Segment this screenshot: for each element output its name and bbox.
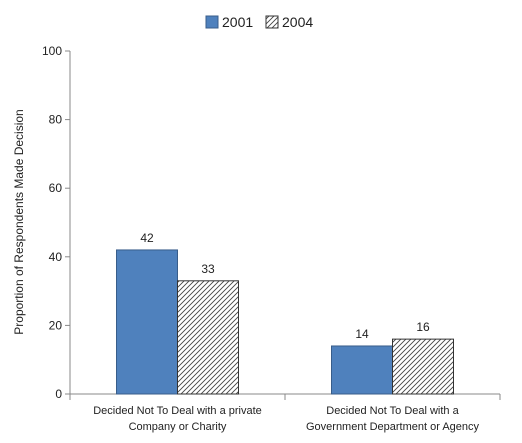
y-tick-label: 100: [42, 44, 62, 58]
y-axis-title: Proportion of Respondents Made Decision: [12, 109, 26, 334]
x-tick-label: Government Department or Agency: [306, 421, 480, 433]
legend-swatch: [265, 15, 279, 29]
legend-label: 2001: [222, 14, 253, 30]
y-tick-label: 60: [49, 181, 63, 195]
plot-area: 0 20 40 60 80 100 42 33 Decided Not To Deal with…: [42, 44, 501, 433]
y-tick-label: 20: [49, 318, 63, 332]
data-label: 33: [201, 262, 215, 276]
bar-2001: [116, 249, 178, 395]
x-tick-label: Decided Not To Deal with a: [326, 405, 459, 417]
legend: 2001 2004: [205, 14, 313, 30]
bar-2001: [331, 345, 393, 395]
data-label: 42: [140, 231, 154, 245]
y-tick-label: 0: [55, 387, 62, 401]
bar-2004: [392, 338, 454, 395]
data-label: 14: [355, 327, 369, 341]
y-tick-label: 80: [49, 113, 63, 127]
x-tick-label: Company or Charity: [129, 421, 227, 433]
data-label: 16: [416, 320, 430, 334]
legend-swatch: [205, 15, 219, 29]
x-tick-label: Decided Not To Deal with a private: [93, 405, 262, 417]
legend-label: 2004: [282, 14, 313, 30]
y-tick-label: 40: [49, 250, 63, 264]
bar-2004: [177, 280, 239, 395]
